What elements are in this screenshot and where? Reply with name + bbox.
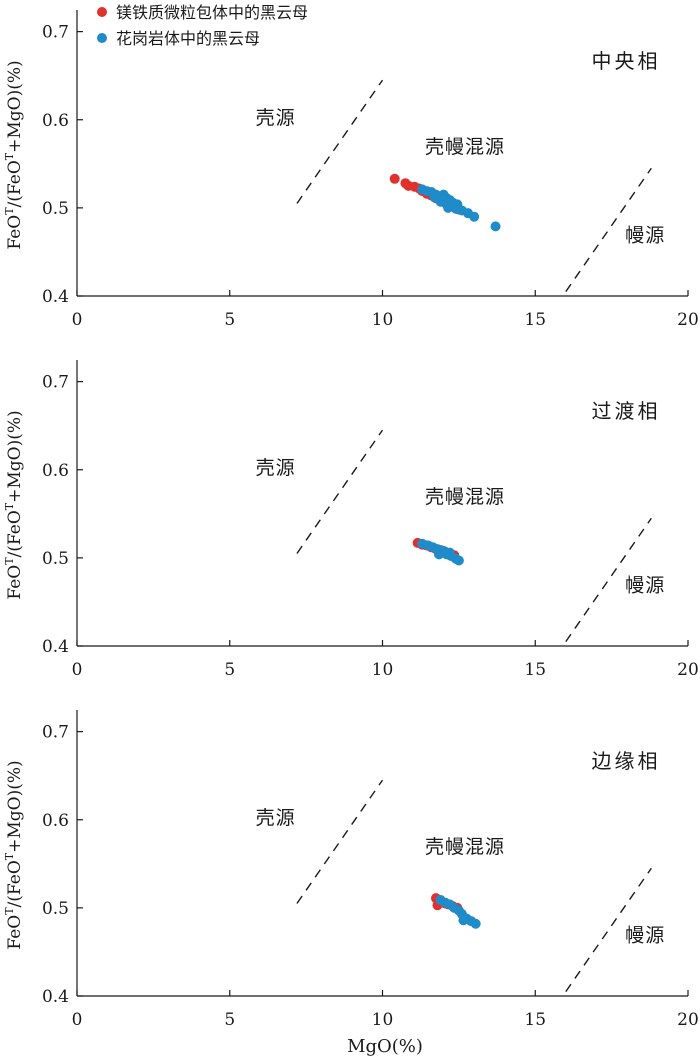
- series-granite-biotite: [417, 184, 501, 232]
- data-point: [429, 192, 440, 203]
- y-tick-label: 0.4: [42, 637, 69, 657]
- y-axis-label-part: FeO: [5, 565, 25, 600]
- y-axis-label-part: FeO: [5, 915, 25, 950]
- y-tick-label: 0.6: [42, 811, 69, 831]
- y-axis-label-superscript: T: [3, 907, 16, 915]
- x-tick-label: 0: [72, 1010, 83, 1030]
- data-point: [434, 549, 445, 560]
- x-tick-label: 10: [372, 1010, 394, 1030]
- y-tick-label: 0.5: [42, 899, 69, 919]
- boundary-line-1: [296, 79, 384, 204]
- y-axis-label-superscript: T: [3, 207, 16, 215]
- x-tick-label: 5: [224, 310, 235, 330]
- panel-title: 中央相: [592, 49, 661, 73]
- legend-label-granite: 花岗岩体中的黑云母: [116, 29, 260, 48]
- legend-item-enclave: 镁铁质微粒包体中的黑云母: [97, 3, 308, 22]
- panel-title: 边缘相: [592, 749, 661, 773]
- y-tick-label: 0.4: [42, 987, 69, 1007]
- y-axis-label: FeOT/(FeOT+MgO)(%): [3, 410, 25, 599]
- y-tick-label: 0.7: [42, 723, 69, 743]
- y-tick-label: 0.5: [42, 199, 69, 219]
- region-label-mantle: 幔源: [625, 224, 665, 246]
- series-granite-biotite: [435, 894, 481, 929]
- region-label-mantle: 幔源: [625, 924, 665, 946]
- y-axis-label-part: +MgO)(%): [5, 60, 25, 153]
- y-axis-label-superscript: T: [3, 852, 16, 860]
- data-point: [490, 221, 501, 232]
- y-axis-label-superscript: T: [3, 557, 16, 565]
- data-point: [458, 915, 469, 926]
- x-tick-label: 5: [224, 1010, 235, 1030]
- y-axis-label-part: FeO: [5, 215, 25, 250]
- data-point: [443, 202, 454, 213]
- data-point: [444, 547, 455, 558]
- y-axis-label-superscript: T: [3, 152, 16, 160]
- legend-marker-granite: [97, 33, 107, 43]
- boundary-line-1: [296, 429, 384, 554]
- y-axis-label-superscript: T: [3, 502, 16, 510]
- data-point: [470, 918, 481, 929]
- x-tick-label: 15: [524, 1010, 546, 1030]
- data-point: [389, 173, 400, 184]
- region-label-mixed: 壳幔混源: [425, 136, 505, 158]
- y-tick-label: 0.6: [42, 111, 69, 131]
- legend-marker-enclave: [97, 7, 107, 17]
- series-granite-biotite: [417, 538, 464, 566]
- legend-item-granite: 花岗岩体中的黑云母: [97, 29, 260, 48]
- region-label-crust: 壳源: [256, 457, 296, 479]
- y-tick-label: 0.6: [42, 461, 69, 481]
- data-point: [469, 211, 480, 222]
- y-tick-label: 0.5: [42, 549, 69, 569]
- x-tick-label: 15: [524, 660, 546, 680]
- boundary-line-1: [296, 779, 384, 904]
- y-axis-label: FeOT/(FeOT+MgO)(%): [3, 760, 25, 949]
- x-axis-label: MgO(%): [347, 1036, 423, 1057]
- y-tick-label: 0.4: [42, 287, 69, 307]
- region-label-mixed: 壳幔混源: [425, 486, 505, 508]
- y-axis-label: FeOT/(FeOT+MgO)(%): [3, 60, 25, 249]
- x-tick-label: 0: [72, 310, 83, 330]
- y-tick-label: 0.7: [42, 23, 69, 43]
- y-axis-label-part: +MgO)(%): [5, 410, 25, 503]
- region-label-crust: 壳源: [256, 107, 296, 129]
- region-label-crust: 壳源: [256, 807, 296, 829]
- x-tick-label: 10: [372, 310, 394, 330]
- x-tick-label: 20: [677, 660, 699, 680]
- legend-label-enclave: 镁铁质微粒包体中的黑云母: [116, 3, 308, 22]
- x-tick-label: 5: [224, 660, 235, 680]
- y-axis-label-part: /(FeO: [5, 160, 25, 207]
- data-point: [438, 194, 449, 205]
- x-tick-label: 15: [524, 310, 546, 330]
- y-tick-label: 0.7: [42, 373, 69, 393]
- x-tick-label: 20: [677, 1010, 699, 1030]
- y-axis-label-part: /(FeO: [5, 860, 25, 907]
- panel-title: 过渡相: [592, 399, 661, 423]
- region-label-mantle: 幔源: [625, 574, 665, 596]
- legend: 镁铁质微粒包体中的黑云母 花岗岩体中的黑云母: [97, 3, 308, 48]
- y-axis-label-part: /(FeO: [5, 510, 25, 557]
- region-label-mixed: 壳幔混源: [425, 836, 505, 858]
- y-axis-label-part: +MgO)(%): [5, 760, 25, 853]
- x-tick-label: 10: [372, 660, 394, 680]
- x-tick-label: 0: [72, 660, 83, 680]
- x-tick-label: 20: [677, 310, 699, 330]
- data-point: [453, 555, 464, 566]
